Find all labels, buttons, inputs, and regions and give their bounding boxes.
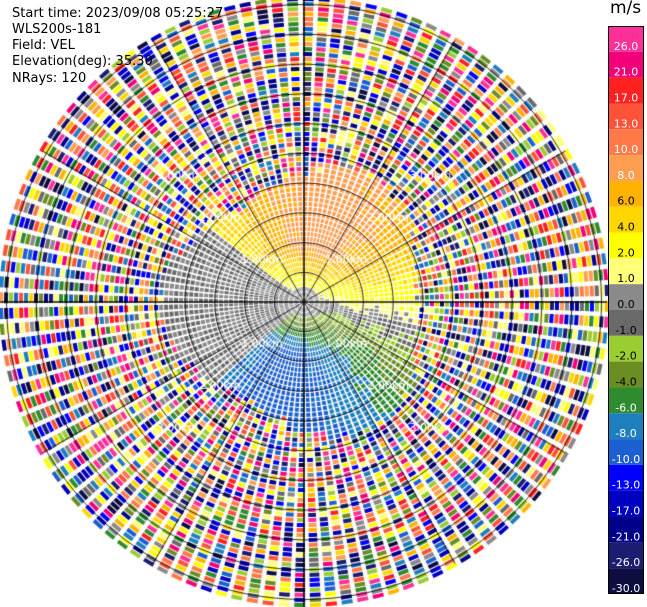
radar-ppi-plot	[0, 0, 610, 607]
colorbar-segment	[608, 232, 644, 259]
colorbar-tick-label: 8.0	[617, 169, 635, 182]
colorbar-tick-label: -1.0	[615, 324, 636, 337]
colorbar-segment	[608, 568, 644, 594]
colorbar-tick-label: 13.0	[614, 117, 639, 130]
colorbar-tick-label: -8.0	[615, 427, 636, 440]
colorbar-tick-label: -21.0	[612, 530, 640, 543]
colorbar-segment	[608, 180, 644, 207]
colorbar-tick-label: 2.0	[617, 246, 635, 259]
colorbar-frame	[608, 26, 644, 594]
colorbar-tick-label: 6.0	[617, 195, 635, 208]
colorbar-tick-label: 10.0	[614, 143, 639, 156]
colorbar-tick-label: 26.0	[614, 40, 639, 53]
colorbar-segment	[608, 129, 644, 156]
colorbar-tick-label: 21.0	[614, 66, 639, 79]
colorbar-tick-label: 0.0	[617, 298, 635, 311]
field-label: Field: VEL	[12, 38, 75, 53]
colorbar-segment	[608, 387, 644, 414]
colorbar-segment	[608, 542, 644, 569]
colorbar-tick-label: -2.0	[615, 350, 636, 363]
colorbar-segment	[608, 103, 644, 130]
colorbar-segment	[608, 490, 644, 517]
colorbar-segment	[608, 51, 644, 78]
colorbar-segment	[608, 310, 644, 336]
colorbar-tick-label: -30.0	[612, 582, 640, 595]
colorbar-tick-label: 4.0	[617, 221, 635, 234]
colorbar: 26.0 21.0 17.0 13.0 10.0 8.0 6.0 4.0 2.0 1.0 0.0 -1…	[608, 26, 644, 595]
colorbar-segment	[608, 206, 644, 233]
colorbar-tick-label: 1.0	[617, 272, 635, 285]
colorbar-segment	[608, 413, 644, 440]
colorbar-tick-label: -6.0	[615, 401, 636, 414]
colorbar-segment	[608, 464, 644, 491]
colorbar-tick-label: -4.0	[615, 375, 636, 388]
colorbar-segment	[608, 516, 644, 543]
colorbar-segment	[608, 361, 644, 388]
colorbar-segment	[608, 26, 644, 52]
colorbar-tick-label: 17.0	[614, 91, 639, 104]
colorbar-segment	[608, 439, 644, 465]
colorbar-segment	[608, 335, 644, 362]
instrument-label: WLS200s-181	[12, 22, 102, 37]
elevation-label: Elevation(deg): 35.30	[12, 54, 153, 69]
start-time-label: Start time: 2023/09/08 05:25:27	[12, 6, 224, 21]
colorbar-tick-label: -13.0	[612, 479, 640, 492]
colorbar-segment	[608, 77, 644, 104]
colorbar-segment	[608, 155, 644, 181]
colorbar-tick-label: -17.0	[612, 505, 640, 518]
colorbar-segment	[608, 258, 644, 285]
colorbar-segment	[608, 284, 644, 310]
nrays-label: NRays: 120	[12, 71, 87, 86]
colorbar-title: m/s	[610, 0, 642, 18]
colorbar-tick-label: -10.0	[612, 453, 640, 466]
colorbar-tick-label: -26.0	[612, 556, 640, 569]
